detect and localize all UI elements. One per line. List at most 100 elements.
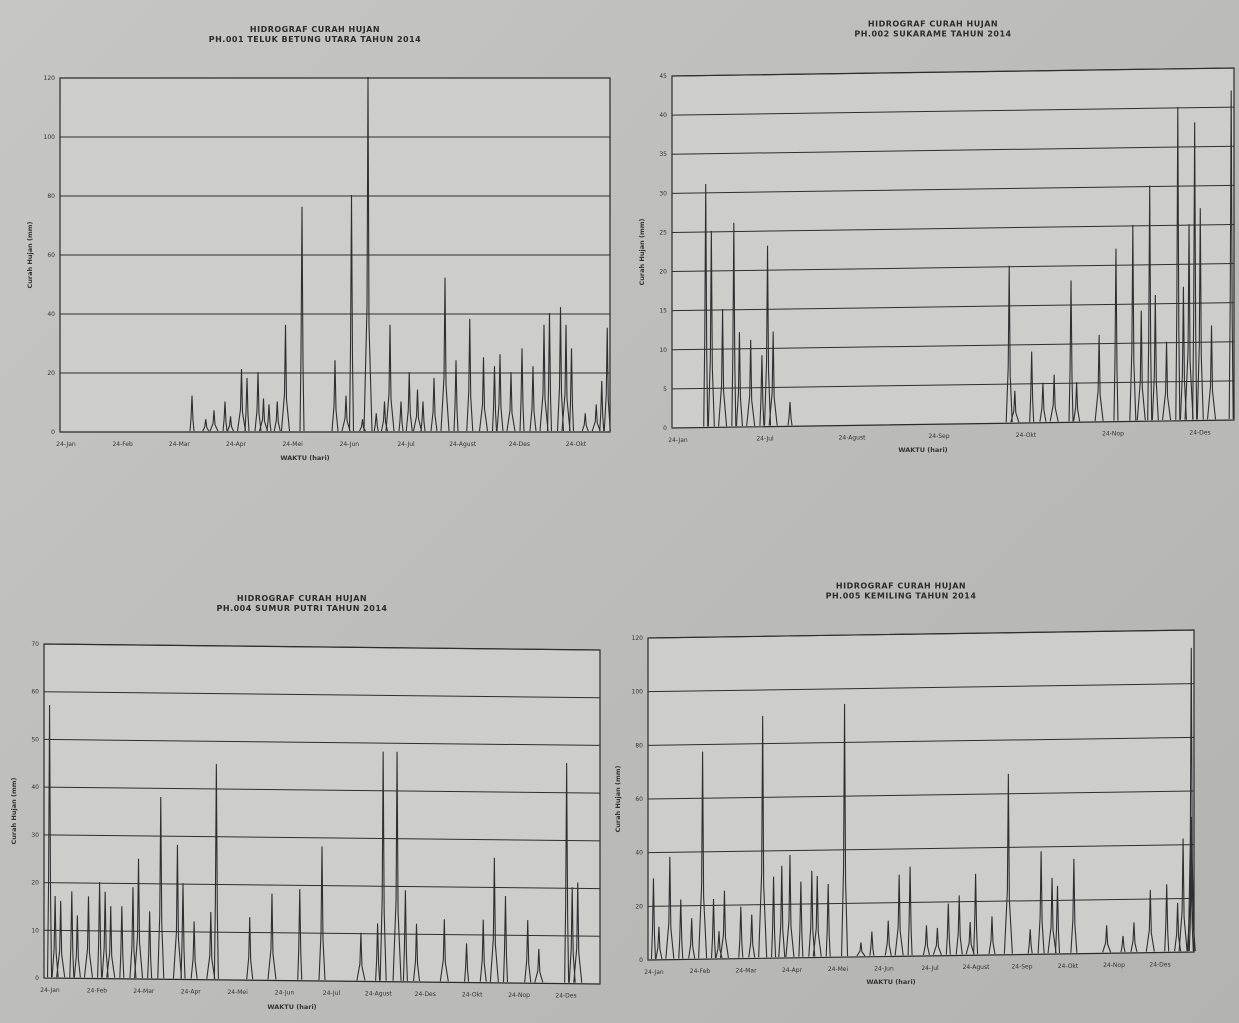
chart-4-x-tick-label: 24-Sep xyxy=(1011,964,1032,971)
chart-3-y-tick-label: 30 xyxy=(31,832,39,839)
chart-4-x-tick-label: 24-Agust xyxy=(963,964,991,971)
chart-4-spike xyxy=(1186,816,1196,952)
chart-1-series xyxy=(189,76,611,432)
chart-4-y-tick-label: 40 xyxy=(635,850,643,857)
chart-3-spike xyxy=(267,893,277,980)
chart-3-spike xyxy=(502,896,509,983)
chart-3-x-axis-label: WAKTU (hari) xyxy=(267,1003,316,1011)
chart-3-spike xyxy=(464,943,470,982)
chart-1-spike xyxy=(299,206,305,432)
chart-4-spike xyxy=(973,873,979,955)
chart-1-y-tick-label: 0 xyxy=(51,429,55,436)
chart-1-spike xyxy=(385,324,395,432)
chart-4-spike xyxy=(922,925,930,956)
chart-4-title-line-2: PH.005 KEMILING TAHUN 2014 xyxy=(826,591,977,600)
chart-2-x-tick-label: 24-Des xyxy=(1189,429,1210,436)
chart-1-spike xyxy=(453,360,459,432)
chart-2-y-tick-label: 5 xyxy=(663,386,667,393)
chart-3-y-tick-label: 20 xyxy=(31,880,39,887)
chart-2-x-tick-label: 24-Sep xyxy=(928,433,949,440)
chart-1-spike xyxy=(496,354,504,432)
chart-4-spike xyxy=(738,906,744,958)
chart-1-spike xyxy=(202,419,210,432)
chart-2-spike xyxy=(1196,208,1204,420)
chart-3-gridline xyxy=(43,738,601,746)
chart-1-spike xyxy=(556,307,565,432)
chart-3-spike xyxy=(246,917,254,980)
chart-1-spike xyxy=(348,194,355,432)
chart-4-spike xyxy=(758,715,768,958)
chart-1-spike xyxy=(226,416,235,432)
chart-1-spike xyxy=(405,371,413,432)
chart-2-y-tick-label: 15 xyxy=(659,308,667,315)
chart-1-spike xyxy=(373,413,379,432)
chart-2-y-axis-label: Curah Hujan (mm) xyxy=(638,219,646,286)
chart-4-spike xyxy=(1187,647,1195,952)
chart-2-title-line-1: HIDROGRAF CURAH HUJAN xyxy=(868,19,998,28)
chart-3-spike xyxy=(129,887,137,979)
chart-1-spike xyxy=(491,366,498,432)
chart-4-spike xyxy=(869,931,875,956)
chart-4-spike xyxy=(812,876,822,957)
chart-3-spike xyxy=(573,882,583,983)
chart-1-spike xyxy=(561,324,571,432)
chart-1-y-tick-label: 40 xyxy=(47,311,55,318)
chart-2-spike xyxy=(1184,224,1194,420)
chart-4-spike xyxy=(665,856,675,959)
chart-2-y-tick-label: 45 xyxy=(659,73,667,80)
chart-1-x-tick-label: 24-Feb xyxy=(112,441,133,448)
chart-3-y-tick-label: 40 xyxy=(31,784,39,791)
chart-1-x-tick-label: 24-Agust xyxy=(449,441,477,448)
chart-2-spike xyxy=(1151,294,1159,421)
chart-1-spike xyxy=(222,401,228,432)
chart-3-y-tick-label: 0 xyxy=(35,975,39,982)
chart-1-spike xyxy=(581,413,589,432)
chart-4-spike xyxy=(688,918,696,959)
chart-4-gridline xyxy=(647,683,1195,693)
chart-4-spike xyxy=(1188,870,1194,952)
chart-4-x-tick-label: 24-Mei xyxy=(828,966,849,973)
chart-3-spike xyxy=(318,846,326,981)
chart-2-spike xyxy=(763,245,772,426)
chart-3-gridline xyxy=(43,691,601,699)
chart-1-spike xyxy=(363,76,373,432)
chart-1-spike xyxy=(466,318,474,432)
chart-2-spike xyxy=(1147,185,1153,421)
chart-4-y-tick-label: 120 xyxy=(632,635,644,642)
chart-2-y-tick-label: 0 xyxy=(663,425,667,432)
chart-3-y-tick-label: 10 xyxy=(31,927,39,934)
chart-4-spike xyxy=(1130,922,1138,953)
chart-2-x-axis-label: WAKTU (hari) xyxy=(898,446,947,454)
chart-2-x-tick-label: 24-Nop xyxy=(1102,431,1124,438)
chart-4-spike xyxy=(1047,877,1057,954)
chart-1-y-tick-label: 100 xyxy=(44,134,56,141)
chart-1-spike xyxy=(539,324,549,432)
chart-3-x-tick-label: 24-Jun xyxy=(275,990,295,997)
chart-2-spike xyxy=(1162,341,1172,421)
chart-1-spike xyxy=(273,401,281,432)
chart-3-spike xyxy=(106,906,116,978)
chart-3-x-tick-label: 24-Des xyxy=(555,993,576,1000)
chart-3-spike xyxy=(73,915,81,978)
chart-3-series xyxy=(47,705,583,983)
chart-4-spike xyxy=(808,870,816,957)
chart-1-spike xyxy=(341,395,351,432)
chart-3-spike xyxy=(119,906,125,978)
chart-2-gridline xyxy=(671,145,1235,155)
chart-3-gridline xyxy=(43,929,601,937)
chart-2-y-tick-label: 20 xyxy=(659,269,667,276)
chart-1-spike xyxy=(591,404,601,432)
chart-2-spike xyxy=(1029,351,1035,422)
chart-2-y-tick-label: 25 xyxy=(659,229,667,236)
chart-1-spike xyxy=(266,404,272,432)
chart-4-y-tick-label: 0 xyxy=(639,957,643,964)
chart-4-spike xyxy=(1037,851,1045,954)
chart-3-spike xyxy=(489,857,499,982)
chart-4-spike xyxy=(710,898,717,959)
chart-2-y-tick-label: 35 xyxy=(659,151,667,158)
chart-3-x-tick-label: 24-Jan xyxy=(40,987,60,994)
chart-1-spike xyxy=(519,348,525,432)
chart-1-spike xyxy=(440,277,450,432)
